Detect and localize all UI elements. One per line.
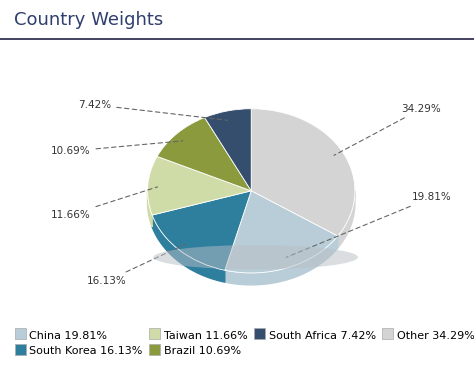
Text: 10.69%: 10.69%: [51, 141, 183, 156]
Wedge shape: [251, 109, 355, 236]
Text: 16.13%: 16.13%: [87, 244, 185, 286]
Wedge shape: [147, 157, 251, 215]
Text: 7.42%: 7.42%: [78, 100, 228, 120]
Ellipse shape: [153, 245, 358, 269]
Legend: China 19.81%, South Korea 16.13%, Taiwan 11.66%, Brazil 10.69%, South Africa 7.4: China 19.81%, South Korea 16.13%, Taiwan…: [10, 326, 474, 361]
Wedge shape: [152, 191, 251, 270]
Wedge shape: [157, 118, 251, 191]
Text: 11.66%: 11.66%: [51, 187, 157, 220]
Polygon shape: [225, 236, 338, 285]
Polygon shape: [152, 215, 225, 282]
Wedge shape: [205, 109, 251, 191]
Text: 19.81%: 19.81%: [286, 192, 452, 257]
Polygon shape: [147, 191, 152, 227]
Text: Country Weights: Country Weights: [14, 11, 164, 29]
Text: 34.29%: 34.29%: [334, 104, 441, 155]
Wedge shape: [225, 191, 338, 273]
Polygon shape: [338, 191, 355, 248]
